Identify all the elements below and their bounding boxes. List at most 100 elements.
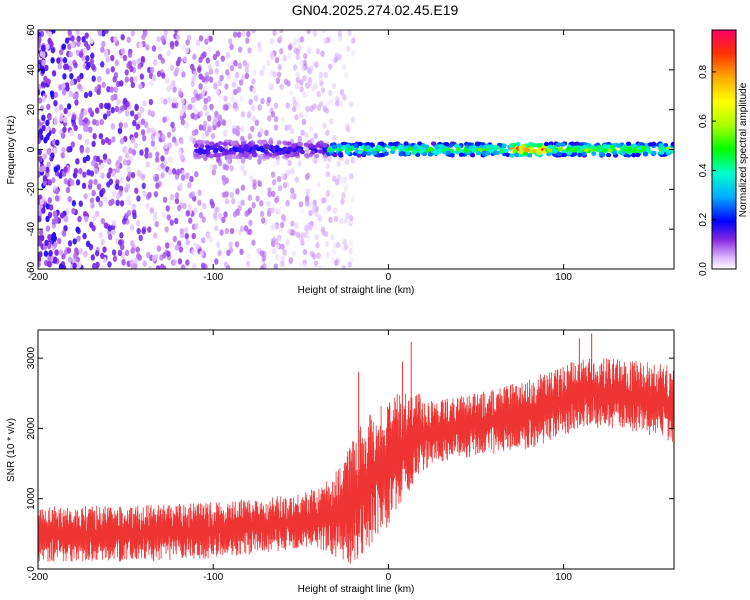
spectrogram-cell [314, 233, 319, 241]
spectrogram-cell [251, 87, 257, 94]
spectrogram-cell [234, 71, 240, 79]
spectrogram-band-cell [470, 153, 476, 158]
spectrogram-cell [317, 265, 323, 269]
spectrogram-cell [87, 107, 93, 114]
spectrogram-cell [279, 30, 284, 34]
spectrogram-cell [60, 152, 65, 159]
spectrogram-cell [185, 259, 190, 266]
spectrogram-cell [303, 52, 308, 60]
spectrogram-band-cell [531, 142, 537, 148]
spectrogram-cell [51, 177, 56, 184]
snr-ylabel: SNR (10 * v/v) [6, 418, 17, 482]
spectrogram-cell [167, 96, 172, 103]
spectrogram-band-cell [286, 141, 292, 146]
spectrogram-cell [177, 56, 182, 64]
spectrogram-cell [305, 146, 310, 154]
colorbar-label: Normalized spectral amplitude [738, 82, 749, 217]
spectrogram-band-cell [623, 145, 629, 150]
spectrogram-cell [213, 225, 219, 232]
spectrogram-cell [95, 261, 100, 268]
spectrogram-cell [64, 82, 70, 89]
spectrogram-band-cell [488, 148, 494, 153]
spectrogram-cell [76, 40, 81, 47]
spectrogram-cell [59, 212, 65, 219]
spectrogram-cell [351, 37, 356, 44]
spectrogram-cell [123, 145, 128, 152]
spectrogram-cell [104, 30, 109, 34]
spectrogram-cell [63, 178, 69, 185]
spectrogram-cell [149, 207, 155, 214]
spectrogram-cell [248, 98, 253, 106]
spectrogram-cell [312, 199, 317, 207]
spectrogram-cell [69, 73, 74, 80]
spectrogram-cell [136, 169, 141, 176]
spectrogram-cell [280, 243, 285, 251]
spectrogram-cell [84, 32, 89, 39]
spectrogram-cell [75, 30, 80, 35]
spectrogram-cell [316, 181, 321, 188]
spectrogram-cell [101, 264, 107, 269]
spectrogram-band-cell [317, 149, 324, 154]
spectrogram-band-cell [322, 142, 328, 148]
spectrogram-cell [221, 119, 227, 127]
spectrogram-cell [170, 43, 175, 50]
spectrogram-band-cell [438, 144, 444, 149]
spectrogram-cell [76, 235, 81, 242]
spectrogram-cell [240, 111, 246, 118]
spectrogram-cell [153, 191, 159, 198]
spectrogram-cell [229, 227, 235, 235]
spectrogram-cell [325, 170, 331, 178]
spectrogram-cell [45, 126, 50, 134]
spectrogram-cell [285, 102, 290, 109]
spectrogram-cell [177, 258, 183, 265]
spectrogram-cell [47, 197, 53, 204]
spectrogram-cell [270, 111, 276, 118]
spectrogram-band-cell [303, 142, 310, 147]
spectrogram-cell [119, 200, 125, 207]
spectrogram-cell [280, 255, 285, 263]
spectrogram-band-cell [631, 153, 637, 158]
spectrogram-cell [191, 129, 197, 137]
spectrogram-cell [198, 56, 203, 64]
spectrogram-band-cell [217, 141, 223, 146]
spectrogram-cell [216, 241, 221, 248]
spectrogram-cell [294, 114, 299, 121]
spectrogram-cell [112, 255, 118, 262]
spectrogram-cell [204, 130, 210, 137]
spectrogram-cell [298, 201, 304, 208]
spectrogram-cell [54, 188, 60, 195]
spectrogram-cell [342, 176, 347, 184]
colorbar-tick: 0.6 [698, 114, 709, 128]
spectrogram-cell [302, 75, 307, 82]
spectrogram-cell [321, 264, 327, 269]
spectrogram-cell [335, 241, 341, 249]
spectrogram-cell [190, 80, 195, 88]
spectrogram-cell [302, 248, 308, 256]
spectrogram-cell [267, 207, 272, 215]
spectrogram-band-cell [600, 152, 606, 157]
spectrogram-cell [76, 75, 81, 83]
spectrogram-cell [41, 59, 46, 67]
spectrogram-cell [136, 58, 141, 65]
spectrogram-cell [63, 166, 68, 173]
spectrogram-band-cell [615, 143, 621, 148]
spectrogram-cell [41, 95, 46, 103]
spectrogram-cell [181, 71, 186, 78]
spectrogram-cell [119, 243, 125, 251]
spectrogram-cell [194, 223, 199, 230]
spectrogram-cell [247, 133, 253, 140]
spectrogram-cell [256, 247, 261, 254]
spectrogram-band-cell [222, 141, 228, 147]
spectrogram-cell [223, 211, 228, 218]
spectrogram-cell [147, 226, 152, 233]
spectrogram-cell [41, 51, 46, 58]
spectrogram-band-cell [297, 142, 304, 147]
spectrogram-band-cell [609, 145, 615, 150]
spectrogram-cell [160, 172, 165, 179]
spectrogram-cell [74, 247, 79, 254]
spectrogram-cell [142, 100, 147, 107]
spectrogram-cell [307, 80, 312, 87]
spectrogram-cell [110, 54, 115, 62]
spectrogram-cell [326, 189, 331, 197]
spectrogram-cell [209, 163, 214, 171]
